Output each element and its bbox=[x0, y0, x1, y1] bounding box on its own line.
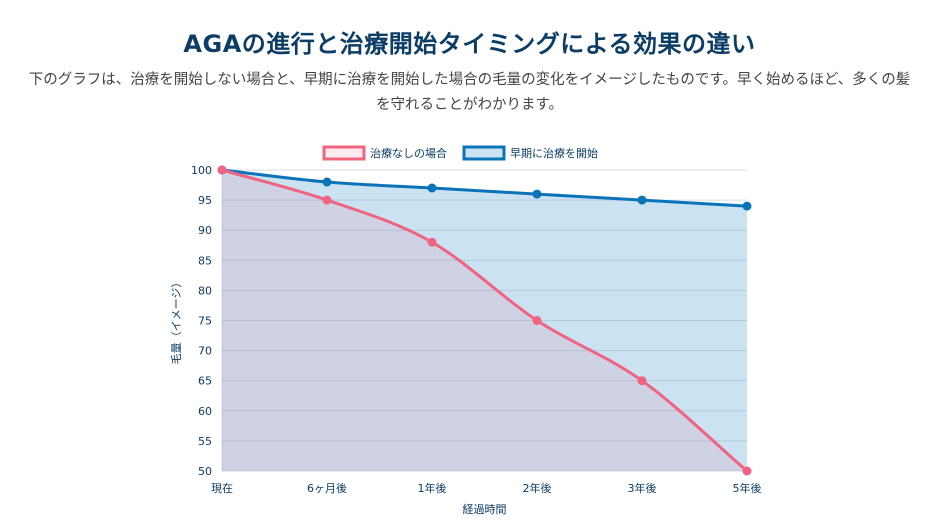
data-point[interactable] bbox=[532, 316, 542, 325]
y-tick-label: 75 bbox=[198, 315, 212, 328]
x-tick-label: 1年後 bbox=[418, 481, 447, 495]
legend-swatch bbox=[462, 145, 506, 161]
series-area-0 bbox=[222, 170, 747, 471]
series-line-0 bbox=[220, 168, 749, 473]
legend-label: 早期に治療を開始 bbox=[510, 146, 598, 160]
data-point[interactable] bbox=[427, 237, 437, 247]
y-tick-label: 70 bbox=[198, 345, 212, 358]
series-area-1 bbox=[222, 170, 747, 471]
y-tick-label: 55 bbox=[198, 435, 212, 448]
data-point[interactable] bbox=[637, 376, 647, 386]
x-tick-label: 6ヶ月後 bbox=[307, 481, 347, 495]
y-tick-label: 100 bbox=[191, 164, 212, 177]
series-lines bbox=[220, 168, 749, 473]
y-tick-label: 95 bbox=[198, 194, 212, 207]
x-tick-label: 3年後 bbox=[628, 481, 657, 495]
y-axis-ticks: 50 55 60 65 70 75 80 85 90 95 100 bbox=[191, 164, 212, 478]
legend-label: 治療なしの場合 bbox=[370, 146, 447, 160]
page-subtitle: 下のグラフは、治療を開始しない場合と、早期に治療を開始した場合の毛量の変化をイメ… bbox=[28, 72, 911, 113]
x-axis-label: 経過時間 bbox=[463, 503, 507, 516]
data-point[interactable] bbox=[532, 189, 542, 199]
x-tick-label: 5年後 bbox=[733, 481, 762, 495]
y-tick-label: 50 bbox=[198, 465, 212, 478]
page-title: AGAの進行と治療開始タイミングによる効果の違い bbox=[183, 30, 756, 58]
y-tick-label: 60 bbox=[198, 405, 212, 418]
x-tick-label: 2年後 bbox=[523, 481, 552, 495]
data-point[interactable] bbox=[742, 466, 752, 476]
y-tick-label: 65 bbox=[198, 375, 212, 388]
series-points bbox=[217, 165, 752, 476]
grid-lines bbox=[221, 169, 747, 472]
legend-item-1[interactable]: 早期に治療を開始 bbox=[462, 145, 598, 161]
y-tick-label: 90 bbox=[198, 224, 212, 237]
legend[interactable]: 治療なしの場合 早期に治療を開始 bbox=[322, 145, 598, 161]
data-point[interactable] bbox=[322, 177, 332, 187]
data-point[interactable] bbox=[427, 183, 437, 193]
series-line-1 bbox=[220, 168, 749, 208]
data-point[interactable] bbox=[322, 195, 332, 205]
series-areas bbox=[222, 170, 747, 471]
y-tick-label: 80 bbox=[198, 284, 212, 297]
x-axis-ticks: 現在 6ヶ月後 1年後 2年後 3年後 5年後 bbox=[211, 481, 762, 495]
data-point[interactable] bbox=[742, 201, 752, 211]
legend-swatch bbox=[322, 145, 366, 161]
data-point[interactable] bbox=[217, 165, 227, 175]
data-point[interactable] bbox=[637, 195, 647, 205]
x-tick-label: 現在 bbox=[211, 482, 233, 495]
legend-item-0[interactable]: 治療なしの場合 bbox=[322, 145, 447, 161]
y-axis-label: 毛量（イメージ） bbox=[170, 277, 183, 365]
y-tick-label: 85 bbox=[198, 254, 212, 267]
